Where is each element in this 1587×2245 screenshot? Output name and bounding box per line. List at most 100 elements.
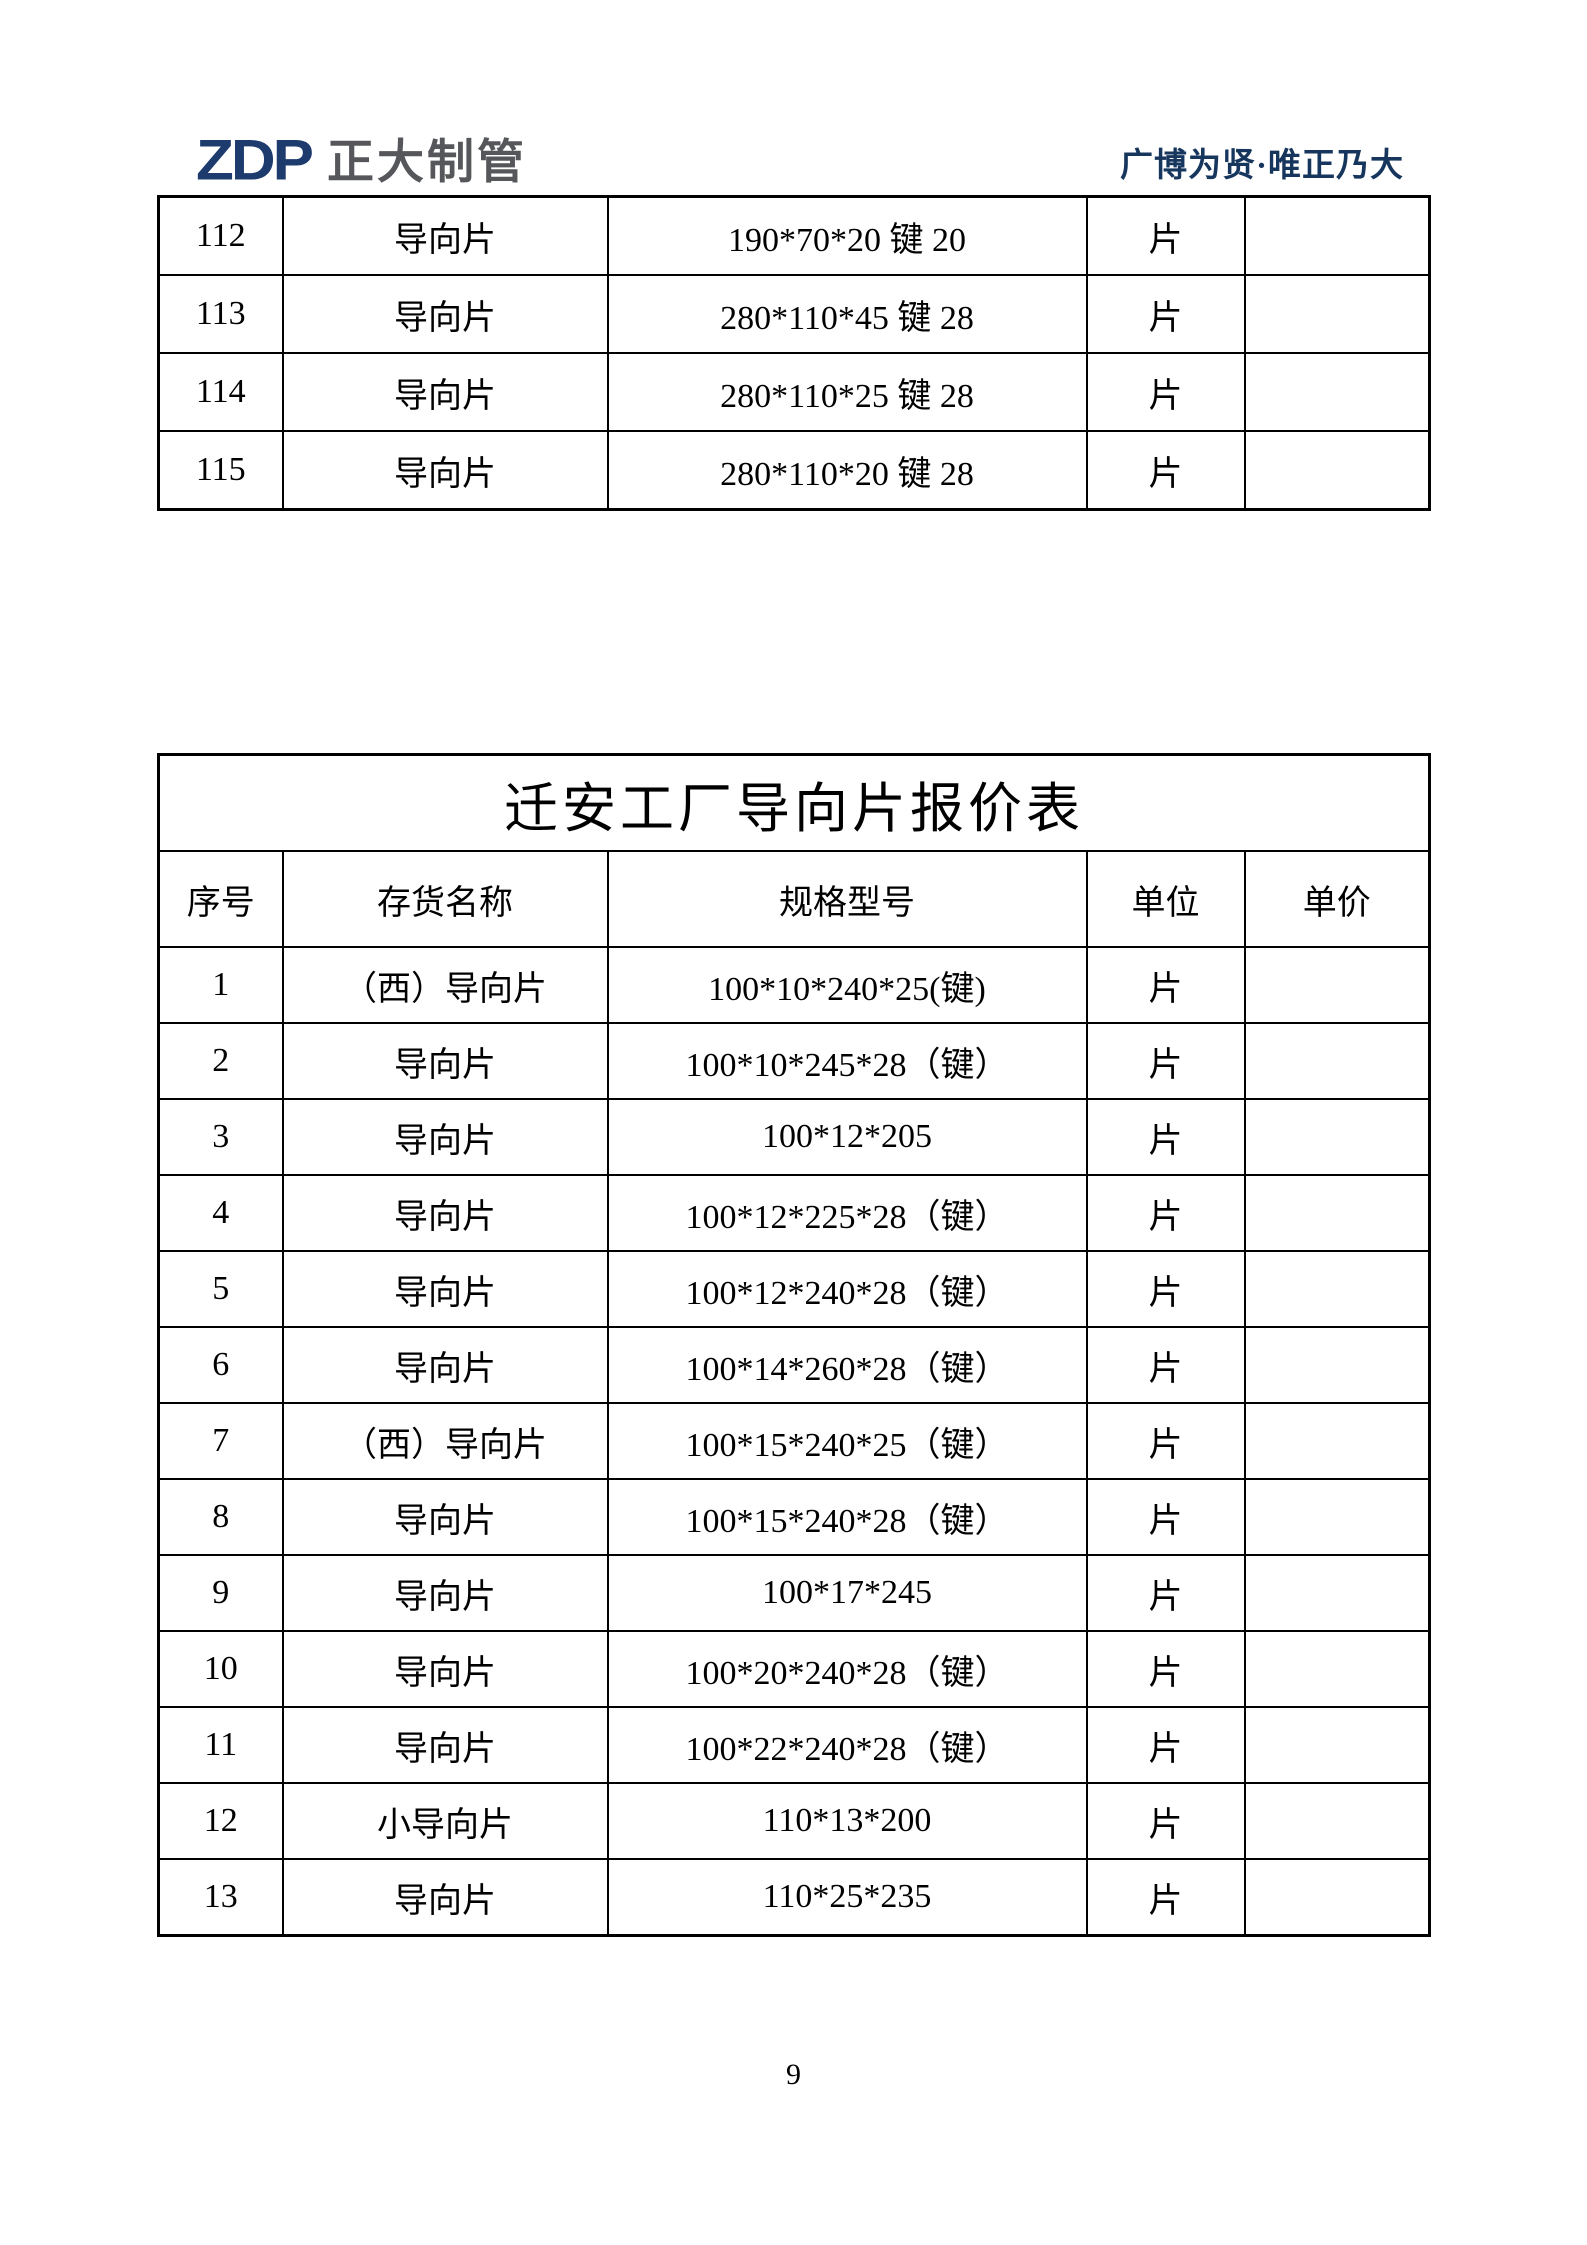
cell-item-name: 小导向片 — [281, 1782, 609, 1860]
cell-unit-price — [1243, 1554, 1431, 1632]
cell-unit-price — [1243, 430, 1431, 511]
cell-unit: 片 — [1085, 1250, 1246, 1328]
cell-spec: 100*22*240*28（键） — [606, 1706, 1088, 1784]
cell-spec: 190*70*20 键 20 — [606, 195, 1088, 276]
cell-serial: 115 — [157, 430, 284, 511]
cell-item-name: 导向片 — [281, 430, 609, 511]
cell-spec: 110*25*235 — [606, 1858, 1088, 1937]
cell-serial: 9 — [157, 1554, 284, 1632]
table-row: 112 导向片 190*70*20 键 20 片 — [157, 195, 1431, 276]
cell-serial: 8 — [157, 1478, 284, 1556]
table-row: 114 导向片 280*110*25 键 28 片 — [157, 352, 1431, 432]
cell-serial: 114 — [157, 352, 284, 432]
cell-spec: 280*110*20 键 28 — [606, 430, 1088, 511]
cell-item-name: 导向片 — [281, 1326, 609, 1404]
zdp-logo-mark-icon: ZDP — [196, 128, 314, 193]
cell-unit-price — [1243, 1478, 1431, 1556]
cell-unit-price — [1243, 1098, 1431, 1176]
table-row: 3 导向片 100*12*205 片 — [157, 1098, 1431, 1176]
cell-unit: 片 — [1085, 1326, 1246, 1404]
table-row: 8 导向片 100*15*240*28（键） 片 — [157, 1478, 1431, 1556]
table-row: 9 导向片 100*17*245 片 — [157, 1554, 1431, 1632]
cell-item-name: 导向片 — [281, 1554, 609, 1632]
cell-unit: 片 — [1085, 430, 1246, 511]
column-header-item-name: 存货名称 — [281, 850, 609, 948]
cell-serial: 5 — [157, 1250, 284, 1328]
table-row: 7 （西）导向片 100*15*240*25（键） 片 — [157, 1402, 1431, 1480]
cell-item-name: 导向片 — [281, 1174, 609, 1252]
cell-unit: 片 — [1085, 195, 1246, 276]
continuation-table: 112 导向片 190*70*20 键 20 片 113 导向片 280*110… — [157, 195, 1431, 511]
cell-serial: 11 — [157, 1706, 284, 1784]
cell-unit-price — [1243, 1706, 1431, 1784]
cell-spec: 100*10*245*28（键） — [606, 1022, 1088, 1100]
quotation-table-title: 迁安工厂导向片报价表 — [157, 753, 1431, 852]
cell-unit-price — [1243, 1326, 1431, 1404]
cell-unit-price — [1243, 946, 1431, 1024]
quotation-table: 迁安工厂导向片报价表 序号 存货名称 规格型号 单位 单价 1 （西）导向片 1… — [157, 753, 1432, 1937]
table-row: 115 导向片 280*110*20 键 28 片 — [157, 430, 1431, 511]
cell-item-name: 导向片 — [281, 1630, 609, 1708]
cell-item-name: 导向片 — [281, 1250, 609, 1328]
table-row: 2 导向片 100*10*245*28（键） 片 — [157, 1022, 1431, 1100]
cell-unit-price — [1243, 195, 1431, 276]
cell-unit: 片 — [1085, 946, 1246, 1024]
cell-unit: 片 — [1085, 352, 1246, 432]
table-row: 11 导向片 100*22*240*28（键） 片 — [157, 1706, 1431, 1784]
cell-item-name: 导向片 — [281, 1022, 609, 1100]
cell-unit-price — [1243, 1022, 1431, 1100]
column-header-unit: 单位 — [1085, 850, 1246, 948]
cell-unit: 片 — [1085, 1782, 1246, 1860]
cell-unit: 片 — [1085, 1402, 1246, 1480]
table-row: 6 导向片 100*14*260*28（键） 片 — [157, 1326, 1431, 1404]
company-logo: ZDP 正大制管 — [196, 130, 527, 192]
cell-serial: 7 — [157, 1402, 284, 1480]
cell-item-name: （西）导向片 — [281, 946, 609, 1024]
cell-item-name: 导向片 — [281, 1706, 609, 1784]
cell-unit-price — [1243, 1858, 1431, 1937]
cell-spec: 100*12*240*28（键） — [606, 1250, 1088, 1328]
cell-serial: 10 — [157, 1630, 284, 1708]
table-header-row: 序号 存货名称 规格型号 单位 单价 — [157, 850, 1431, 948]
cell-serial: 6 — [157, 1326, 284, 1404]
cell-unit-price — [1243, 1782, 1431, 1860]
cell-spec: 100*17*245 — [606, 1554, 1088, 1632]
cell-spec: 280*110*25 键 28 — [606, 352, 1088, 432]
cell-unit-price — [1243, 1630, 1431, 1708]
cell-item-name: 导向片 — [281, 1858, 609, 1937]
table-row: 10 导向片 100*20*240*28（键） 片 — [157, 1630, 1431, 1708]
column-header-unit-price: 单价 — [1243, 850, 1431, 948]
cell-unit: 片 — [1085, 1706, 1246, 1784]
table-row: 5 导向片 100*12*240*28（键） 片 — [157, 1250, 1431, 1328]
cell-unit: 片 — [1085, 274, 1246, 354]
cell-serial: 1 — [157, 946, 284, 1024]
cell-unit-price — [1243, 274, 1431, 354]
cell-item-name: 导向片 — [281, 352, 609, 432]
table-row: 12 小导向片 110*13*200 片 — [157, 1782, 1431, 1860]
cell-spec: 110*13*200 — [606, 1782, 1088, 1860]
table-title-row: 迁安工厂导向片报价表 — [157, 753, 1431, 852]
cell-item-name: （西）导向片 — [281, 1402, 609, 1480]
cell-spec: 100*10*240*25(键) — [606, 946, 1088, 1024]
cell-serial: 2 — [157, 1022, 284, 1100]
table-row: 13 导向片 110*25*235 片 — [157, 1858, 1431, 1937]
cell-serial: 3 — [157, 1098, 284, 1176]
cell-serial: 112 — [157, 195, 284, 276]
table-row: 113 导向片 280*110*45 键 28 片 — [157, 274, 1431, 354]
company-name: 正大制管 — [327, 134, 527, 188]
page-number: 9 — [786, 2058, 801, 2091]
cell-unit-price — [1243, 1174, 1431, 1252]
cell-unit: 片 — [1085, 1630, 1246, 1708]
cell-serial: 12 — [157, 1782, 284, 1860]
cell-item-name: 导向片 — [281, 1098, 609, 1176]
cell-spec: 100*15*240*25（键） — [606, 1402, 1088, 1480]
cell-spec: 100*14*260*28（键） — [606, 1326, 1088, 1404]
cell-unit: 片 — [1085, 1022, 1246, 1100]
cell-unit-price — [1243, 1250, 1431, 1328]
cell-spec: 100*20*240*28（键） — [606, 1630, 1088, 1708]
cell-unit: 片 — [1085, 1174, 1246, 1252]
table-row: 4 导向片 100*12*225*28（键） 片 — [157, 1174, 1431, 1252]
cell-item-name: 导向片 — [281, 274, 609, 354]
cell-item-name: 导向片 — [281, 1478, 609, 1556]
cell-item-name: 导向片 — [281, 195, 609, 276]
